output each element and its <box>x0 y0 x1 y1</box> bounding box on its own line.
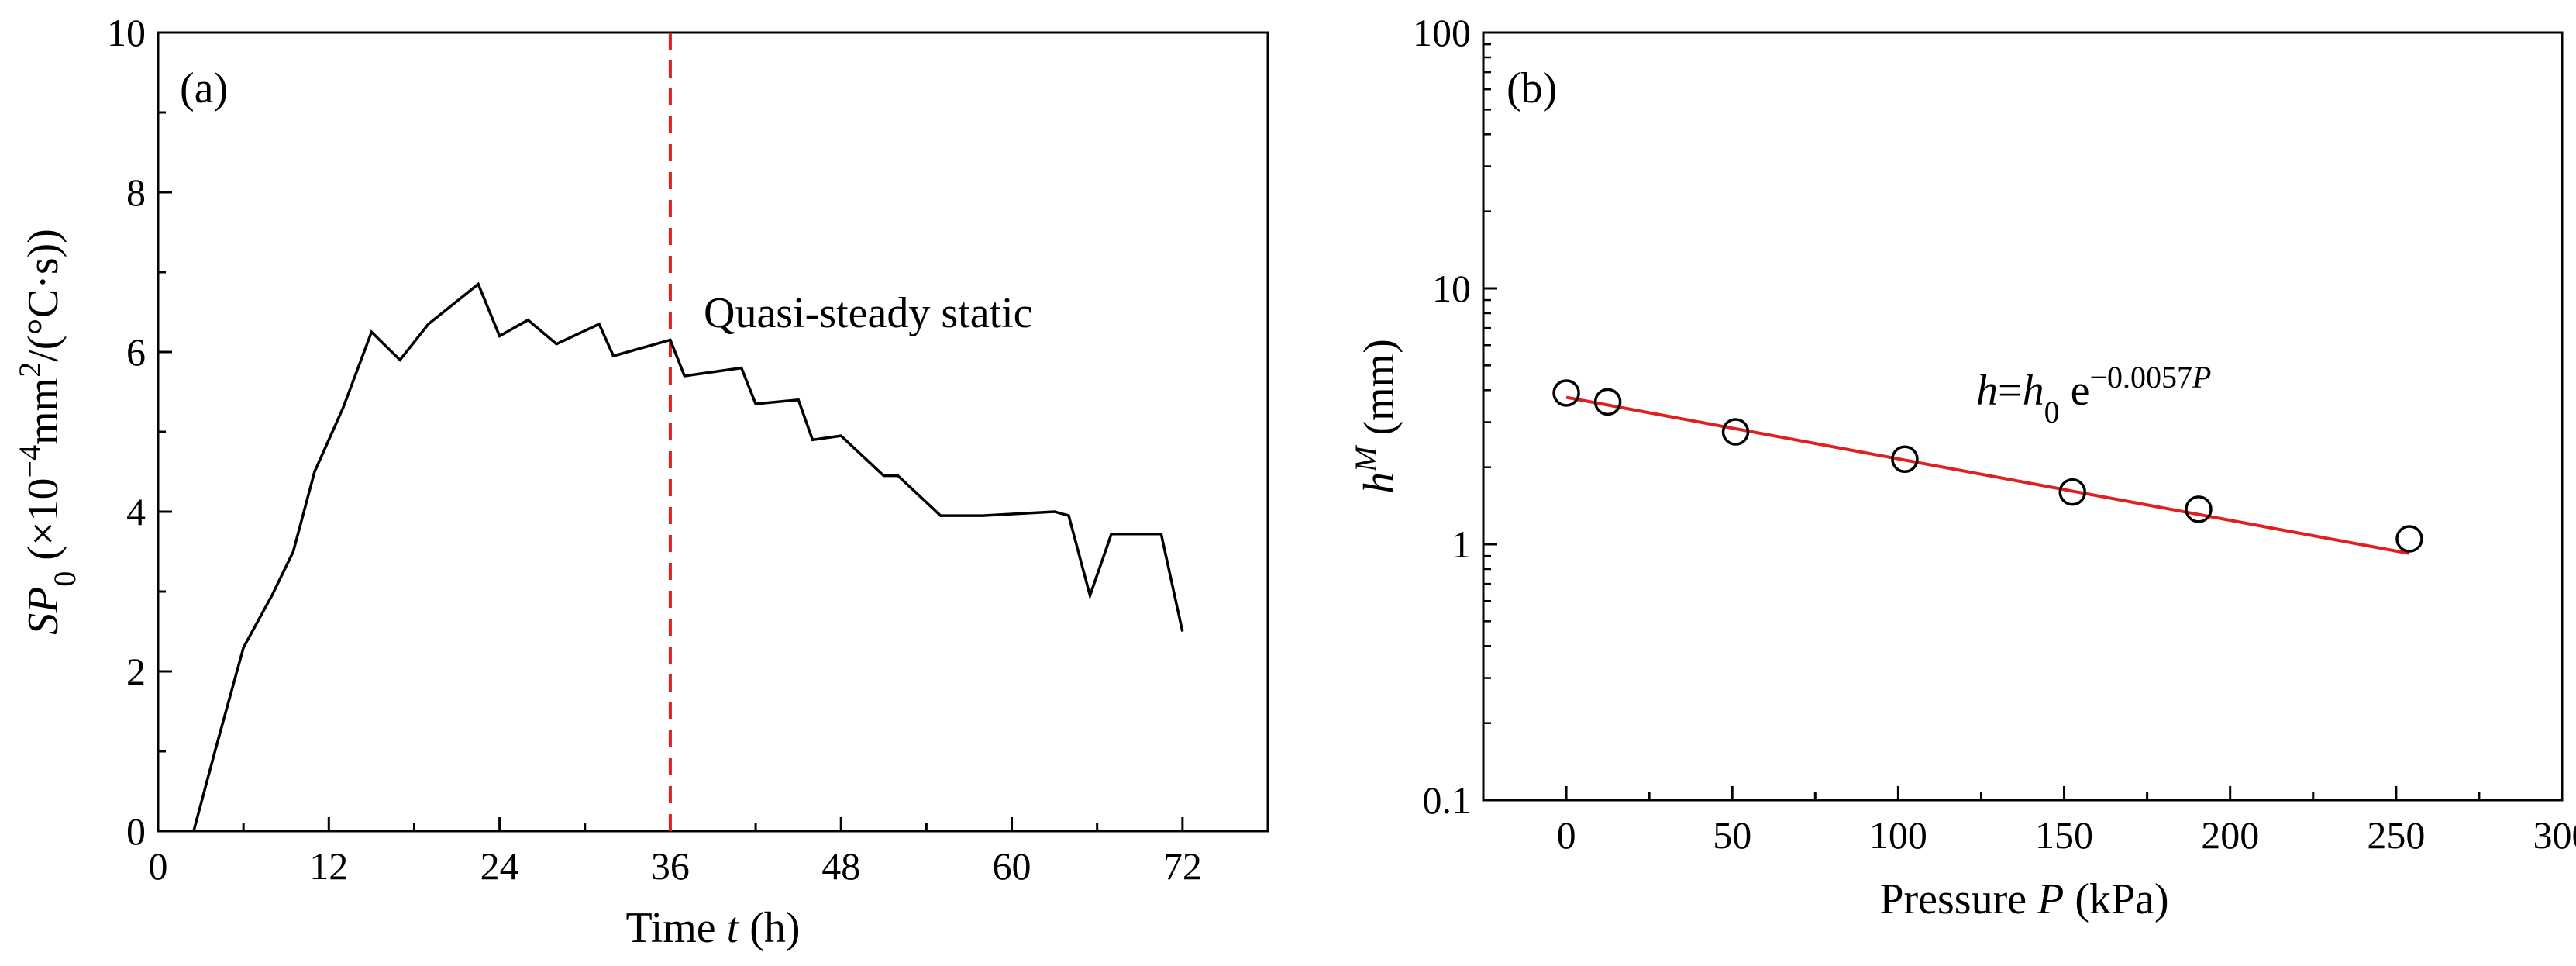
panel-a-x-tick-label: 36 <box>651 844 690 888</box>
panel-b-data-point <box>2185 495 2213 523</box>
panel-b-y-tick-label: 1 <box>1452 523 1471 566</box>
panel-a-y-tick-label: 4 <box>126 490 146 533</box>
panel-a-y-tick-label: 2 <box>126 650 146 693</box>
panel-a-plot-frame <box>157 31 1269 833</box>
panel-b-data-point <box>1552 379 1580 407</box>
panel-b-data-point <box>1721 418 1750 446</box>
panel-b-data-point <box>2058 478 2086 506</box>
panel-a-x-tick-label: 48 <box>821 844 860 888</box>
panel-b-fit-equation: h=h0 e−0.0057P <box>1976 360 2211 430</box>
panel-a-x-tick-label: 72 <box>1163 844 1202 888</box>
panel-b-label: (b) <box>1507 64 1557 112</box>
panel-b-x-tick-label: 100 <box>1869 813 1927 857</box>
panel-b-y-tick-label: 0.1 <box>1423 778 1472 822</box>
panel-b-y-tick-label: 10 <box>1432 267 1471 310</box>
panel-b-x-tick-label: 300 <box>2533 813 2576 857</box>
panel-b-ticks: 0 50 100 150 200 250 300 0.1 1 10 100 <box>1413 11 2576 857</box>
panel-b-x-tick-label: 50 <box>1713 813 1751 857</box>
panel-b-x-tick-label: 150 <box>2035 813 2093 857</box>
panel-b-scatter-chart: 0 50 100 150 200 250 300 0.1 1 10 100 (b) h=h0 e−0… <box>1348 11 2576 923</box>
panel-a-y-tick-label: 6 <box>126 330 146 374</box>
panel-a-x-tick-label: 12 <box>309 844 348 888</box>
panel-b-x-tick-label: 0 <box>1557 813 1576 857</box>
panel-b-data-point <box>2395 525 2423 553</box>
panel-b-y-tick-label: 100 <box>1413 11 1471 54</box>
panel-a-annotation: Quasi-steady static <box>704 289 1033 337</box>
panel-b-x-axis-label: Pressure P (kPa) <box>1879 875 2168 923</box>
panel-b-fit-line <box>1565 395 2410 555</box>
panel-b-data-point <box>1891 445 1919 474</box>
panel-a-x-tick-label: 60 <box>993 844 1031 888</box>
panel-a-x-tick-label: 24 <box>480 844 519 888</box>
panel-a-x-axis-label: Time t (h) <box>625 904 800 952</box>
panel-b-plot-frame <box>1482 31 2564 802</box>
panel-a-y-tick-label: 10 <box>107 11 146 54</box>
panel-a-label: (a) <box>180 64 228 112</box>
panel-b-x-tick-label: 250 <box>2367 813 2425 857</box>
panel-a-x-tick-label: 0 <box>149 844 168 888</box>
panel-b-x-tick-label: 200 <box>2201 813 2259 857</box>
panel-b-points <box>1552 379 2423 553</box>
panel-b-y-axis-label: hM (mm) <box>1348 339 1404 494</box>
panel-a-y-axis-label: SP0 (×10−4mm2/(°C·s)) <box>12 229 82 635</box>
panel-a-series-line <box>192 281 1184 832</box>
panel-b-data-point <box>1593 388 1622 416</box>
panel-a-y-tick-label: 0 <box>126 809 146 853</box>
panel-a-y-tick-label: 8 <box>126 171 146 214</box>
